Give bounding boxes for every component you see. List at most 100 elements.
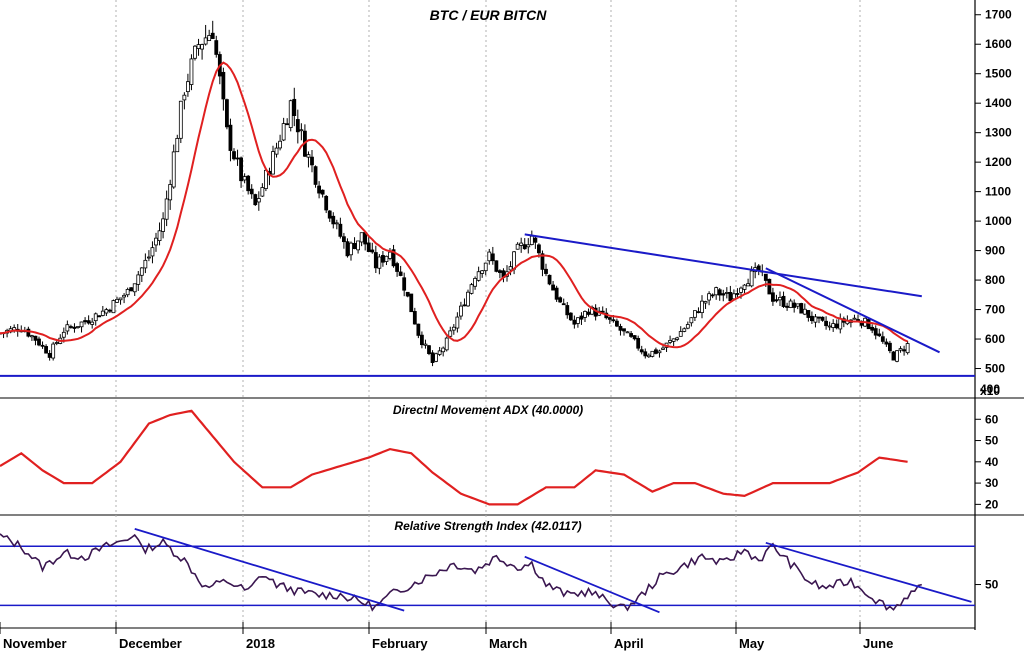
candle-body [558,297,563,303]
candle-body [281,123,286,141]
candle-body [143,259,148,269]
price-scale-label: x10 [980,384,1000,398]
candle-body [76,326,80,328]
candle-body [739,287,743,293]
price-trendline [524,233,922,298]
price-extra-tick-label: 400 [980,382,1000,396]
candle-body [579,315,584,320]
candle-body [746,283,750,287]
adx-tick-label: 30 [985,476,999,490]
candle-body [51,343,56,359]
candle-body [423,343,428,346]
candle-body [700,300,704,314]
candle-body [278,140,282,149]
candle-body [115,298,119,303]
candle-body [710,294,715,297]
candle-body [310,156,314,166]
candle-body [707,293,711,301]
candle-body [583,311,587,318]
candle-body [54,342,59,344]
candle-body [200,44,204,50]
adx-tick-label: 60 [985,412,999,426]
candle-body [742,284,747,290]
candle-body [381,255,385,263]
candle-body [802,308,807,315]
candle-body [551,284,555,291]
candle-body [150,247,155,257]
adx-tick-label: 20 [985,497,999,511]
candle-body [781,295,786,307]
rsi-trendline [765,541,972,603]
candle-body [154,237,158,246]
candle-body [44,346,48,354]
candle-body [189,58,194,85]
candle-body [104,309,109,314]
candle-body [533,237,538,243]
candle-body [214,40,219,55]
axis-labels: November December 2018 February March April Ma… [0,8,1012,651]
candle-body [820,316,825,321]
price-tick-label: 1600 [985,37,1012,51]
price-tick-label: 1400 [985,96,1012,110]
candle-body [838,318,843,330]
candle-body [334,222,339,225]
candle-body [696,311,701,314]
month-label: March [489,636,527,651]
adx-line [0,409,908,506]
candle-body [866,319,871,330]
candle-body [132,283,137,293]
candle-body [795,303,800,307]
candle-body [693,310,697,318]
candle-body [813,316,818,323]
price-tick-label: 1500 [985,67,1012,81]
candle-body [483,262,488,272]
candle-body [249,188,254,195]
candle-body [292,98,297,116]
candle-body [554,287,559,300]
adx-chart-title: Directnl Movement ADX (40.0000) [393,403,583,417]
candle-body [529,235,534,245]
candle-body [632,335,637,340]
candle-body [572,319,577,325]
candle-body [629,333,633,337]
candle-body [129,287,134,292]
candle-body [161,218,165,232]
candle-body [320,189,325,195]
month-label: December [119,636,182,651]
candle-body [61,331,66,338]
candle-body [86,320,91,324]
rsi-chart-title: Relative Strength Index (42.0117) [394,519,581,533]
price-tick-label: 1700 [985,8,1012,22]
candle-body [416,323,421,336]
candle-body [30,335,34,338]
candle-body [239,157,243,182]
month-label: April [614,636,644,651]
candle-body [331,215,336,225]
candle-body [905,343,910,354]
candle-body [469,284,474,294]
candle-body [207,35,212,41]
candle-body [526,244,531,248]
candle-body [480,270,485,274]
price-tick-label: 700 [985,303,1005,317]
price-tick-label: 800 [985,273,1005,287]
candle-body [749,270,754,287]
candle-body [639,349,644,353]
month-label: June [863,636,893,651]
candle-body [646,354,651,358]
candle-body [451,326,456,331]
candle-body [763,273,768,281]
candle-body [884,341,889,345]
candle-body [370,249,375,253]
candle-body [437,350,442,355]
rsi-line [0,533,922,612]
candle-body [547,274,552,285]
moving-average-line [0,61,908,349]
candle-body [271,151,275,175]
candle-body [540,253,545,270]
candle-body [118,297,123,301]
candle-body [285,123,290,126]
candle-body [732,293,736,300]
candle-body [675,337,680,340]
